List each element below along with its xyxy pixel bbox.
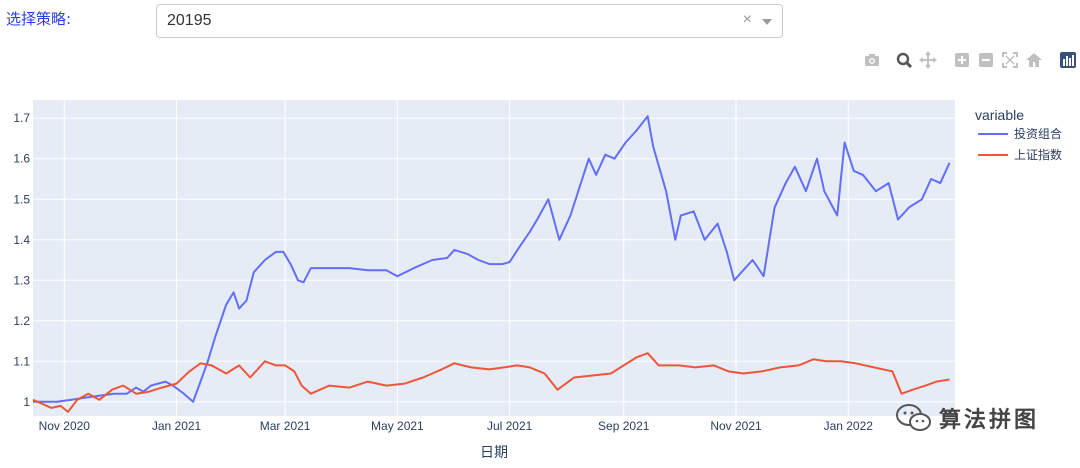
x-tick-label: Jul 2021 — [487, 419, 533, 433]
series-line-1[interactable] — [33, 115, 951, 403]
y-tick-label: 1.1 — [13, 354, 30, 368]
x-tick-label: Jan 2022 — [824, 419, 874, 433]
y-tick-label: 1.5 — [13, 192, 30, 206]
series-layer — [32, 115, 951, 413]
x-axis: Nov 2020 Jan 2021 Mar 2021 May 2021 Jul 2021… — [39, 419, 874, 433]
x-tick-label: Nov 2021 — [710, 419, 762, 433]
watermark-text: 算法拼图 — [939, 408, 1040, 433]
y-tick-label: 1.2 — [13, 314, 30, 328]
watermark: 算法拼图 — [895, 400, 1039, 436]
strategy-label: 选择策略: — [6, 10, 72, 28]
chevron-down-icon[interactable] — [762, 19, 772, 25]
x-tick-label: Mar 2021 — [260, 419, 311, 433]
x-gridlines — [63, 100, 849, 416]
wechat-icon — [896, 404, 931, 431]
legend-title: variable — [975, 107, 1024, 123]
chart-toolbar — [860, 50, 1080, 70]
zoom-out-icon[interactable] — [976, 50, 996, 70]
strategy-select-value: 20195 — [167, 12, 212, 29]
zoom-icon[interactable] — [894, 50, 914, 70]
y-tick-label: 1.6 — [13, 152, 30, 166]
pan-icon[interactable] — [918, 50, 938, 70]
y-tick-label: 1 — [23, 395, 30, 409]
plotly-logo-icon[interactable] — [1058, 50, 1078, 70]
legend-item[interactable]: 上证指数 — [978, 147, 1062, 162]
x-axis-title: 日期 — [480, 445, 508, 461]
x-tick-label: Sep 2021 — [598, 419, 650, 433]
x-tick-label: Nov 2020 — [39, 419, 91, 433]
y-gridlines — [33, 117, 955, 403]
legend-item[interactable]: 投资组合 — [978, 126, 1062, 141]
x-tick-label: May 2021 — [371, 419, 424, 433]
legend-label: 投资组合 — [1014, 126, 1062, 141]
reset-axes-icon[interactable] — [1024, 50, 1044, 70]
x-tick-label: Jan 2021 — [152, 419, 202, 433]
legend-label: 上证指数 — [1014, 147, 1062, 162]
clear-icon[interactable]: × — [742, 11, 752, 28]
y-axis: 1 1.1 1.2 1.3 1.4 1.5 1.6 1.7 — [13, 111, 30, 409]
y-tick-label: 1.7 — [13, 111, 30, 125]
autoscale-icon[interactable] — [1000, 50, 1020, 70]
series-line-2[interactable] — [32, 352, 950, 413]
strategy-select[interactable]: 20195 × — [156, 4, 783, 38]
y-tick-label: 1.3 — [13, 273, 30, 287]
y-tick-label: 1.4 — [13, 233, 30, 247]
camera-icon[interactable] — [862, 50, 882, 70]
zoom-in-icon[interactable] — [952, 50, 972, 70]
